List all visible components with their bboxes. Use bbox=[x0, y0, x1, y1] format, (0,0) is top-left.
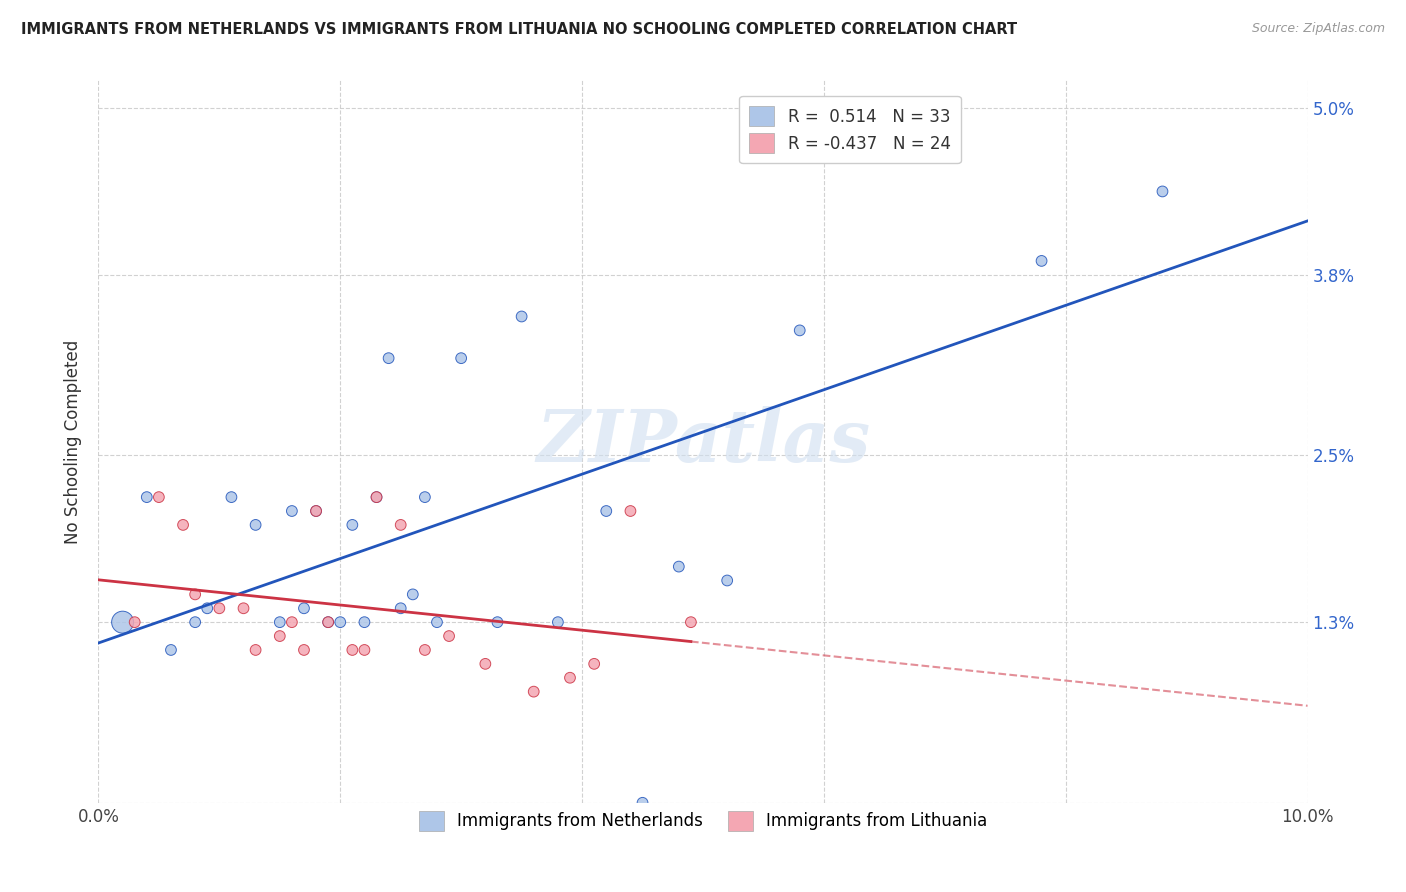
Point bbox=[631, 796, 654, 810]
Text: ZIPatlas: ZIPatlas bbox=[536, 406, 870, 477]
Point bbox=[716, 574, 738, 588]
Point bbox=[329, 615, 352, 630]
Point bbox=[668, 559, 690, 574]
Point bbox=[789, 323, 811, 337]
Point bbox=[558, 671, 581, 685]
Point bbox=[305, 504, 328, 518]
Point bbox=[342, 517, 364, 532]
Point bbox=[316, 615, 339, 630]
Point bbox=[269, 615, 291, 630]
Point bbox=[873, 128, 896, 143]
Legend: Immigrants from Netherlands, Immigrants from Lithuania: Immigrants from Netherlands, Immigrants … bbox=[412, 805, 994, 838]
Point bbox=[124, 615, 146, 630]
Point bbox=[1031, 253, 1053, 268]
Point bbox=[619, 504, 641, 518]
Text: Source: ZipAtlas.com: Source: ZipAtlas.com bbox=[1251, 22, 1385, 36]
Point bbox=[292, 643, 315, 657]
Point bbox=[547, 615, 569, 630]
Point bbox=[377, 351, 399, 366]
Point bbox=[474, 657, 496, 671]
Point bbox=[437, 629, 460, 643]
Point bbox=[413, 490, 436, 504]
Point bbox=[245, 643, 267, 657]
Point bbox=[208, 601, 231, 615]
Point bbox=[366, 490, 388, 504]
Point bbox=[583, 657, 606, 671]
Point bbox=[679, 615, 702, 630]
Point bbox=[595, 504, 617, 518]
Point bbox=[413, 643, 436, 657]
Point bbox=[305, 504, 328, 518]
Point bbox=[281, 504, 304, 518]
Point bbox=[523, 684, 546, 698]
Y-axis label: No Schooling Completed: No Schooling Completed bbox=[65, 340, 83, 543]
Point bbox=[389, 517, 412, 532]
Point bbox=[172, 517, 194, 532]
Point bbox=[148, 490, 170, 504]
Point bbox=[245, 517, 267, 532]
Point bbox=[1152, 185, 1174, 199]
Point bbox=[353, 643, 375, 657]
Point bbox=[160, 643, 183, 657]
Point bbox=[402, 587, 425, 601]
Point bbox=[232, 601, 254, 615]
Point bbox=[135, 490, 157, 504]
Point bbox=[292, 601, 315, 615]
Text: IMMIGRANTS FROM NETHERLANDS VS IMMIGRANTS FROM LITHUANIA NO SCHOOLING COMPLETED : IMMIGRANTS FROM NETHERLANDS VS IMMIGRANT… bbox=[21, 22, 1017, 37]
Point bbox=[111, 615, 134, 630]
Point bbox=[281, 615, 304, 630]
Point bbox=[184, 587, 207, 601]
Point bbox=[389, 601, 412, 615]
Point bbox=[353, 615, 375, 630]
Point bbox=[510, 310, 533, 324]
Point bbox=[195, 601, 218, 615]
Point bbox=[269, 629, 291, 643]
Point bbox=[316, 615, 339, 630]
Point bbox=[366, 490, 388, 504]
Point bbox=[184, 615, 207, 630]
Point bbox=[450, 351, 472, 366]
Point bbox=[342, 643, 364, 657]
Point bbox=[486, 615, 509, 630]
Point bbox=[221, 490, 243, 504]
Point bbox=[426, 615, 449, 630]
